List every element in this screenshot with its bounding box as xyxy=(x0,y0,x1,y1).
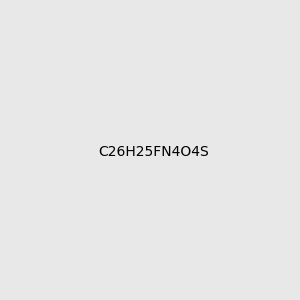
Text: C26H25FN4O4S: C26H25FN4O4S xyxy=(98,145,209,158)
